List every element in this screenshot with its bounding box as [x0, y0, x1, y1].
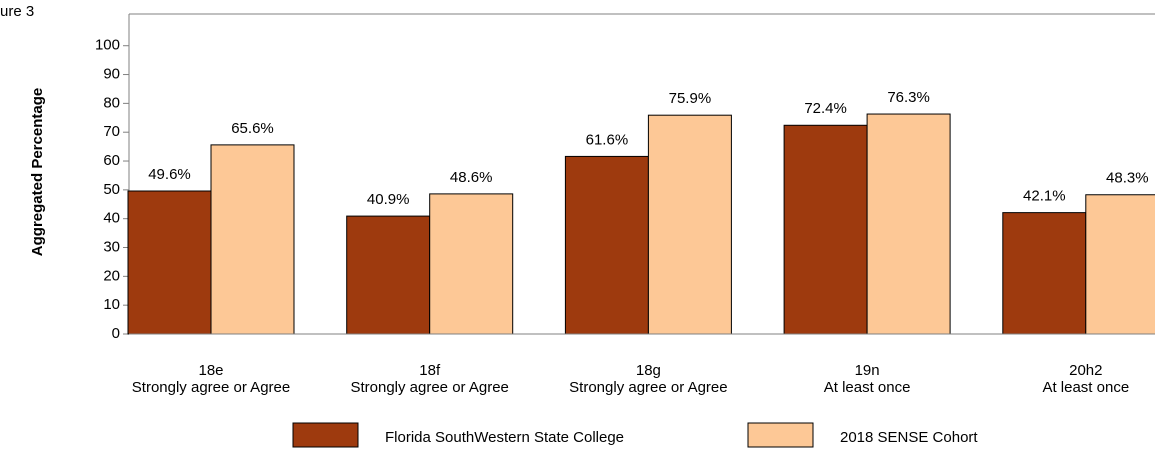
bar — [346, 215, 431, 335]
y-tick-label: 10 — [103, 296, 120, 313]
legend-swatch — [292, 422, 359, 448]
value-label: 72.4% — [804, 100, 847, 117]
y-tick-label: 80 — [103, 94, 120, 111]
value-label: 40.9% — [367, 191, 410, 208]
y-tick-label: 100 — [95, 37, 120, 54]
legend-label: Florida SouthWestern State College — [385, 429, 624, 446]
value-label: 75.9% — [669, 90, 712, 107]
chart-title: ure 3 — [0, 3, 34, 20]
y-tick-label: 50 — [103, 181, 120, 198]
value-label: 76.3% — [887, 89, 930, 106]
value-label: 61.6% — [586, 131, 629, 148]
x-tick-label: 20h2 — [1069, 362, 1102, 379]
y-tick-label: 60 — [103, 152, 120, 169]
value-label: 49.6% — [148, 166, 191, 183]
y-tick-label: 90 — [103, 66, 120, 83]
x-tick-label: At least once — [1042, 379, 1129, 396]
value-label: 48.3% — [1106, 170, 1149, 187]
legend-label: 2018 SENSE Cohort — [840, 429, 978, 446]
y-tick-label: 40 — [103, 210, 120, 227]
value-label: 48.6% — [450, 169, 493, 186]
value-label: 42.1% — [1023, 188, 1066, 205]
x-tick-label: At least once — [824, 379, 911, 396]
x-tick-label: Strongly agree or Agree — [569, 379, 727, 396]
legend-swatch — [747, 422, 814, 448]
bar — [1002, 212, 1087, 335]
y-tick-label: 20 — [103, 267, 120, 284]
y-axis-label: Aggregated Percentage — [29, 88, 46, 256]
value-label: 65.6% — [231, 120, 274, 137]
x-tick-label: 18f — [419, 362, 441, 379]
bar — [647, 114, 732, 335]
x-tick-label: Strongly agree or Agree — [350, 379, 508, 396]
bar — [866, 113, 951, 335]
x-tick-label: 19n — [855, 362, 880, 379]
bar — [127, 190, 212, 335]
y-tick-label: 0 — [112, 325, 120, 342]
bar — [210, 144, 295, 335]
x-tick-label: Strongly agree or Agree — [132, 379, 290, 396]
bar — [564, 155, 649, 335]
bar — [783, 124, 868, 335]
x-tick-label: 18e — [198, 362, 223, 379]
y-tick-label: 70 — [103, 123, 120, 140]
y-tick-label: 30 — [103, 238, 120, 255]
bar — [429, 193, 514, 335]
x-tick-label: 18g — [636, 362, 661, 379]
bar — [1085, 194, 1155, 335]
